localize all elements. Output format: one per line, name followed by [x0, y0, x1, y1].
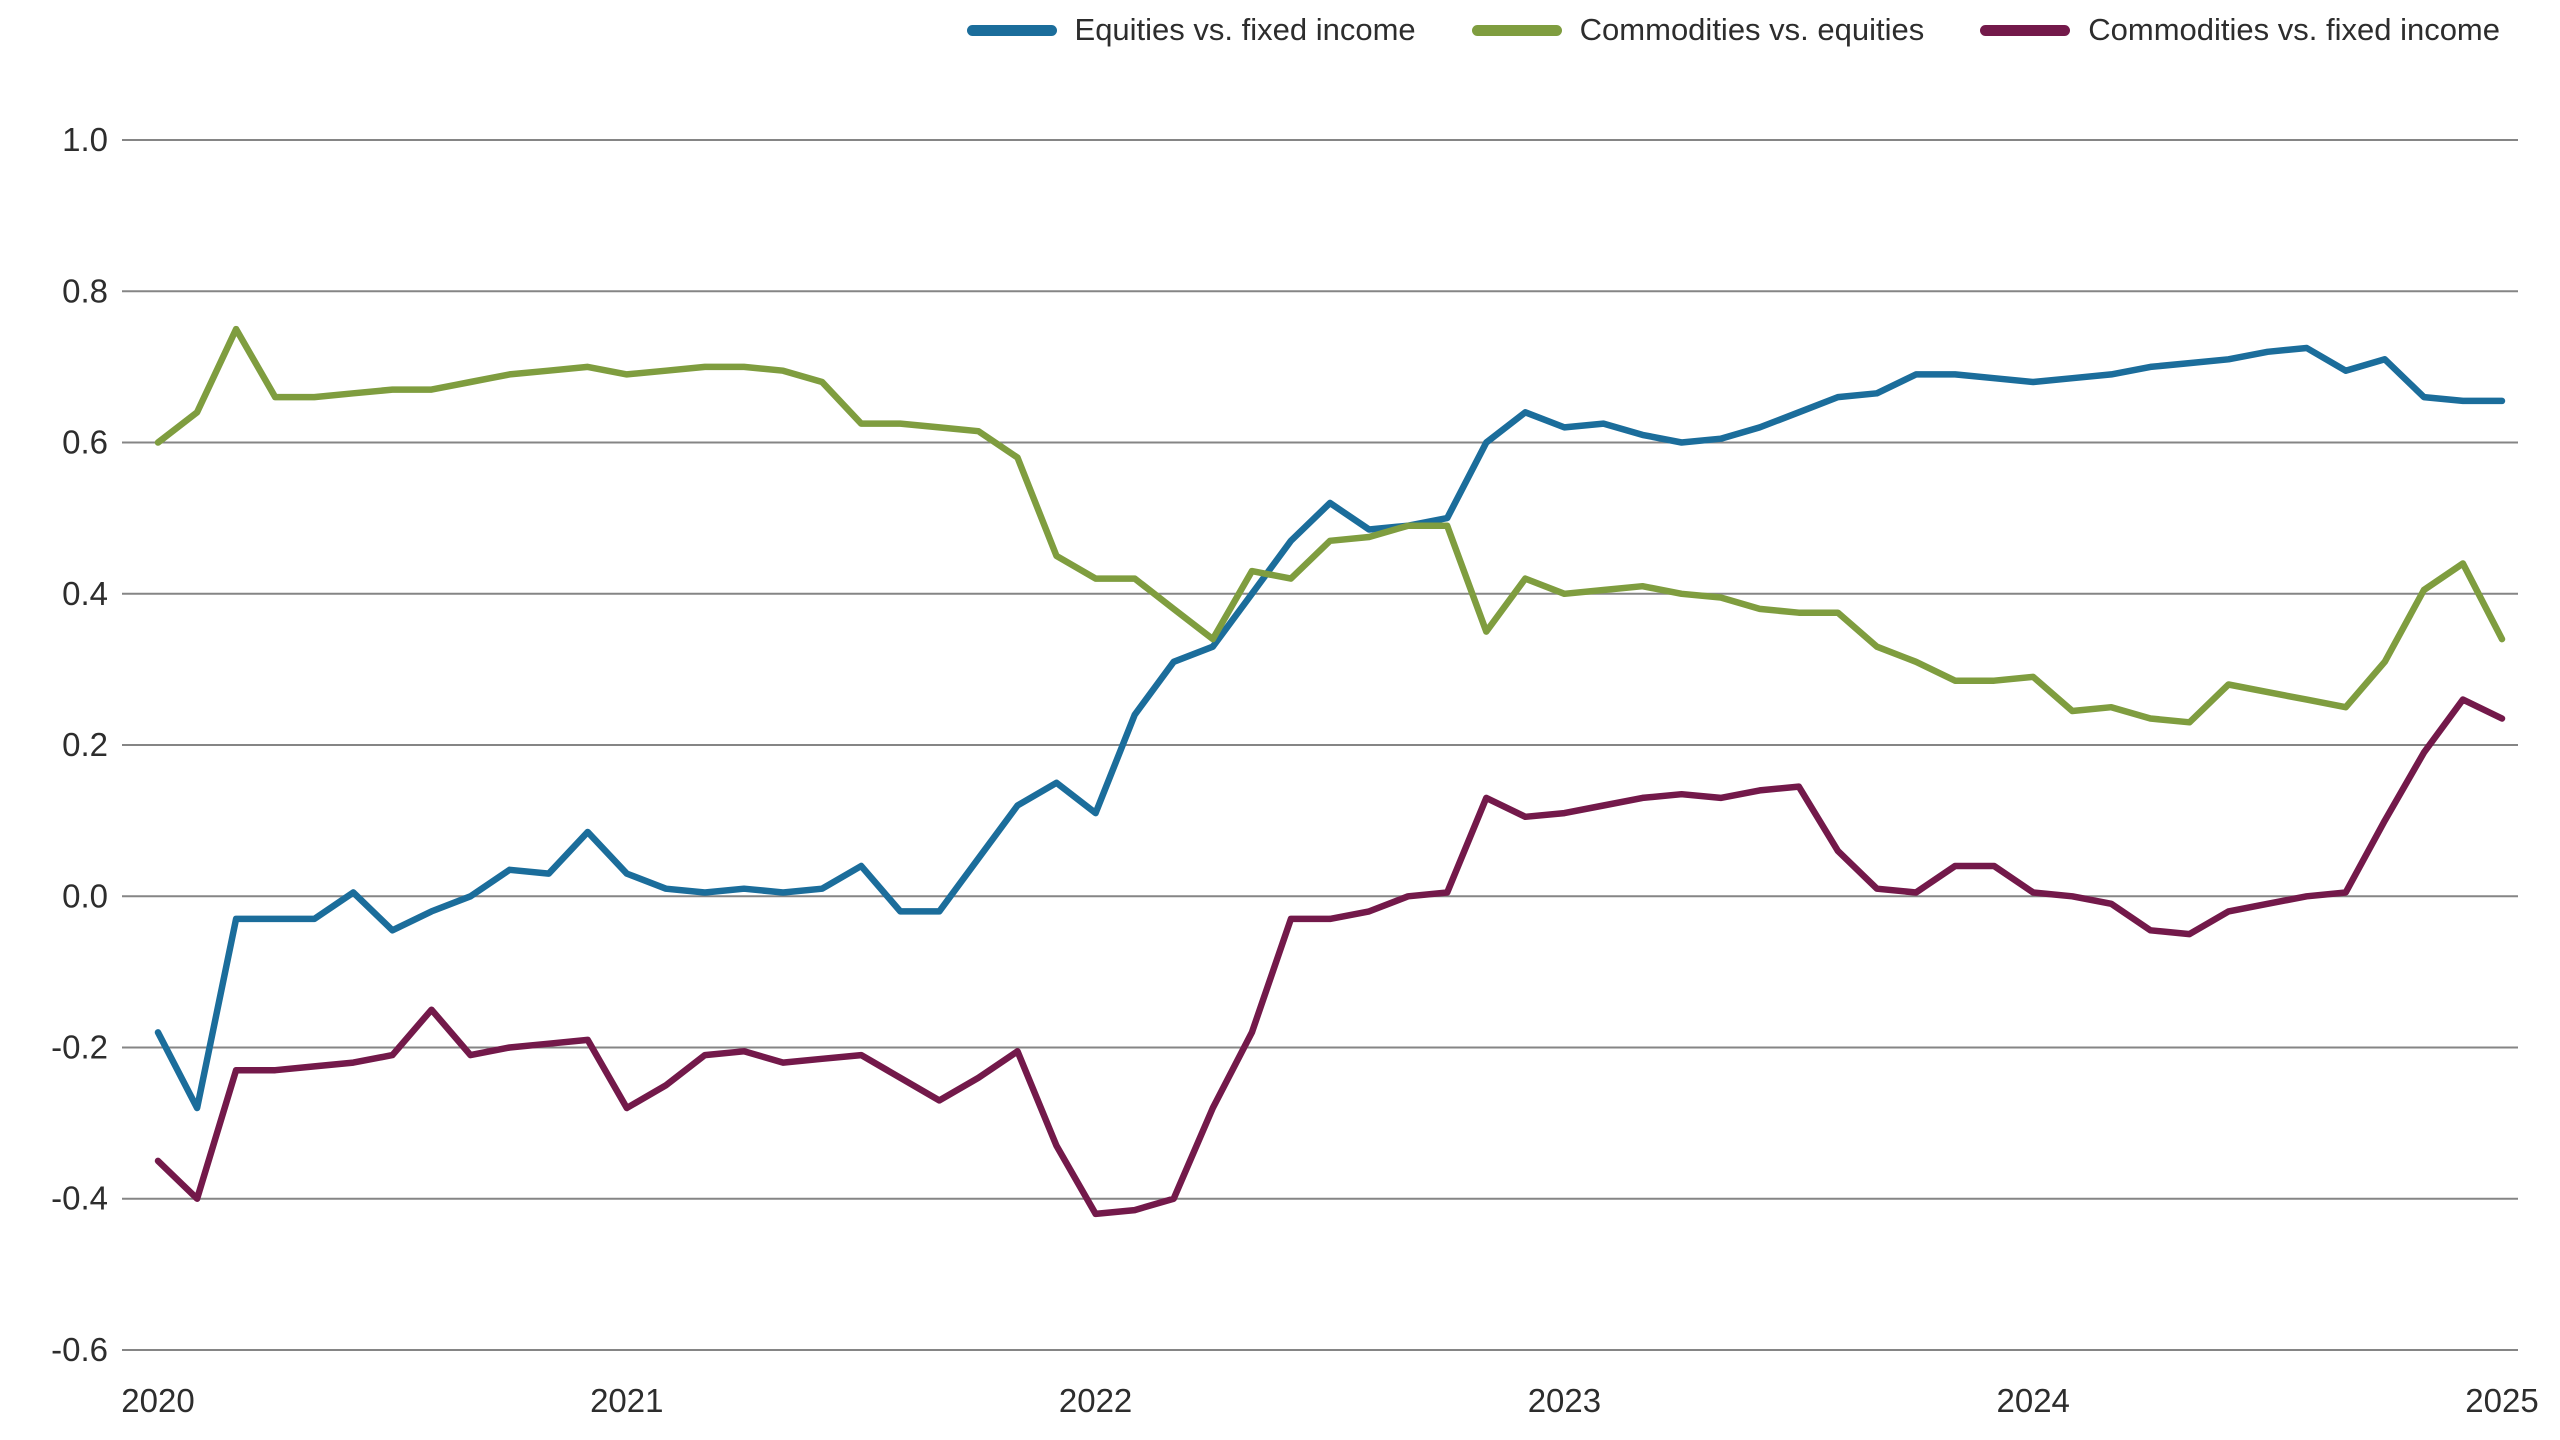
x-tick-label: 2021 [590, 1382, 663, 1419]
series-line-commodities-vs-equities [154, 325, 2506, 726]
y-tick-label: 0.8 [62, 272, 108, 309]
x-tick-label: 2020 [121, 1382, 194, 1419]
x-tick-label: 2022 [1059, 1382, 1132, 1419]
y-tick-label: 1.0 [62, 121, 108, 158]
y-tick-label: -0.6 [51, 1331, 108, 1368]
x-tick-label: 2023 [1528, 1382, 1601, 1419]
x-tick-label: 2025 [2465, 1382, 2538, 1419]
y-tick-label: -0.2 [51, 1029, 108, 1066]
series-line-equities-vs-fixed-income [154, 344, 2506, 1112]
y-tick-label: 0.0 [62, 877, 108, 914]
y-tick-label: -0.4 [51, 1180, 108, 1217]
x-tick-label: 2024 [1996, 1382, 2069, 1419]
y-tick-label: 0.4 [62, 575, 108, 612]
series-line-commodities-vs-fixed-income [154, 696, 2506, 1218]
y-tick-label: 0.2 [62, 726, 108, 763]
y-tick-label: 0.6 [62, 424, 108, 461]
